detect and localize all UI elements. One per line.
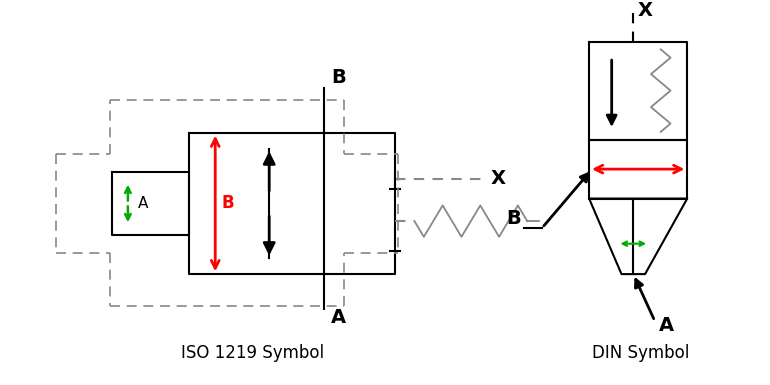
Text: B: B bbox=[221, 194, 234, 213]
Text: X: X bbox=[638, 1, 652, 20]
Text: X: X bbox=[491, 169, 506, 188]
Text: B: B bbox=[331, 69, 346, 87]
Text: A: A bbox=[331, 308, 347, 327]
Text: A: A bbox=[659, 316, 674, 335]
Text: A: A bbox=[138, 196, 148, 211]
Text: B: B bbox=[507, 209, 521, 228]
Text: DIN Symbol: DIN Symbol bbox=[592, 344, 690, 362]
Text: ISO 1219 Symbol: ISO 1219 Symbol bbox=[181, 344, 324, 362]
